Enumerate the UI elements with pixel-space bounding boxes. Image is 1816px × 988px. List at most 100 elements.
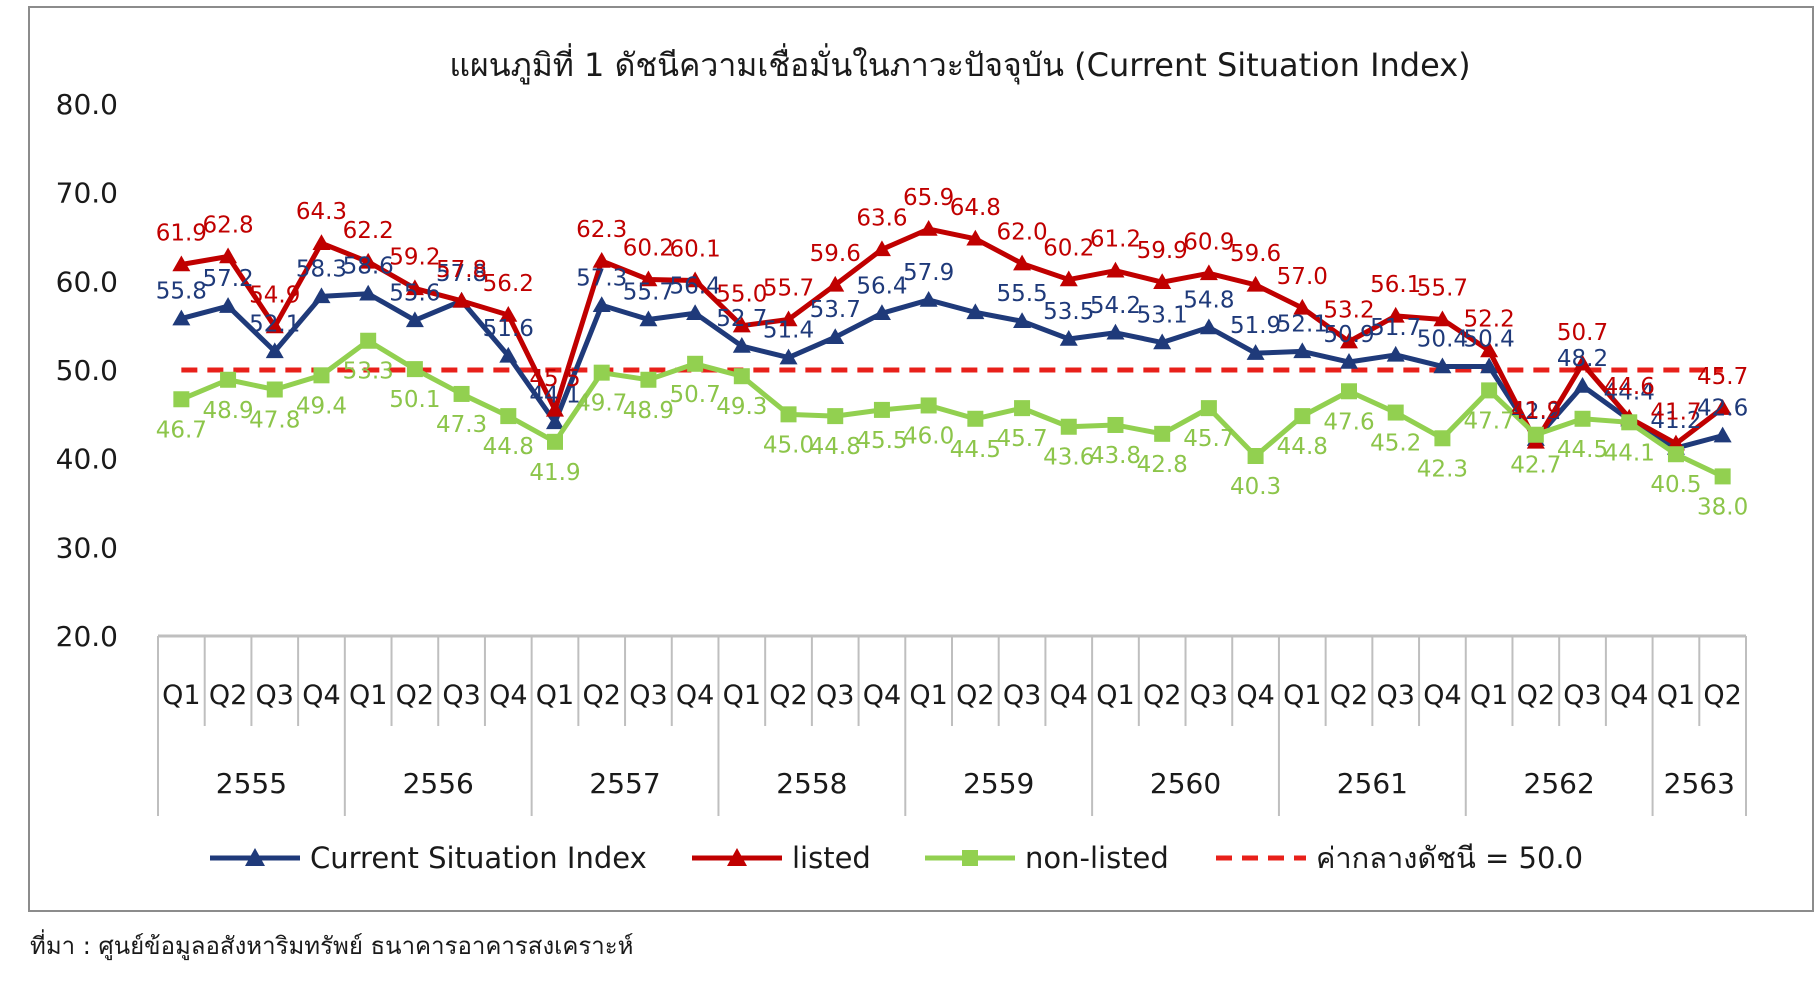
- x-quarter-label: Q4: [1610, 680, 1648, 711]
- data-point: [1013, 254, 1032, 271]
- data-point: [733, 368, 750, 385]
- legend-marker: [245, 848, 265, 866]
- data-label: 52.1: [249, 311, 300, 337]
- data-point: [1199, 318, 1218, 335]
- axes: 20.0 30.0 40.0 50.0 60.0 70.0 80.0 2555 2556 2557…: [56, 88, 1747, 816]
- data-label: 54.8: [1183, 287, 1234, 313]
- data-point: [546, 400, 564, 417]
- x-year-label: 2557: [589, 767, 660, 800]
- data-point: [826, 275, 845, 292]
- data-point: [312, 234, 331, 250]
- data-label: 43.8: [1090, 443, 1141, 469]
- data-label: 51.7: [1370, 315, 1421, 341]
- x-year-label: 2561: [1337, 767, 1408, 800]
- data-label: 56.2: [483, 271, 534, 297]
- data-point: [406, 361, 423, 378]
- data-point: [500, 408, 517, 425]
- data-label: 45.5: [856, 428, 907, 454]
- data-label: 47.8: [249, 408, 300, 434]
- data-point: [1574, 410, 1591, 427]
- data-label: 50.1: [389, 387, 440, 413]
- data-point: [1247, 448, 1264, 465]
- data-label: 57.8: [436, 257, 487, 283]
- data-label: 50.7: [670, 382, 721, 408]
- data-point: [1713, 399, 1732, 415]
- series-non-listed: [173, 332, 1731, 485]
- data-label: 44.4: [1604, 380, 1655, 406]
- x-quarter-label: Q1: [1657, 680, 1695, 711]
- data-label: 48.2: [1557, 346, 1608, 372]
- legend-label: non-listed: [1025, 841, 1169, 875]
- data-point: [1481, 382, 1498, 399]
- data-label: 59.9: [1137, 238, 1188, 264]
- data-point: [219, 297, 238, 313]
- data-point: [172, 309, 191, 326]
- data-label: 53.5: [1043, 299, 1094, 325]
- data-point: [1107, 416, 1124, 433]
- x-quarter-label: Q3: [256, 680, 294, 711]
- data-label: 56.4: [856, 273, 907, 299]
- data-point: [220, 371, 237, 388]
- data-point: [546, 413, 564, 430]
- data-label: 62.3: [576, 217, 627, 243]
- data-label: 48.9: [202, 398, 253, 424]
- data-label: 47.7: [1464, 408, 1515, 434]
- data-point: [872, 304, 891, 321]
- data-point: [1199, 264, 1218, 281]
- data-label: 49.4: [296, 393, 347, 419]
- x-quarter-label: Q4: [302, 680, 340, 711]
- data-point: [732, 316, 751, 333]
- x-year-label: 2560: [1150, 767, 1221, 800]
- data-label: 52.7: [716, 306, 767, 332]
- y-tick-label: 50.0: [56, 354, 118, 387]
- data-label: 44.8: [810, 434, 861, 460]
- data-point: [966, 229, 985, 246]
- source-note: ที่มา : ศูนย์ข้อมูลอสังหาริมทรัพย์ ธนาคา…: [30, 932, 634, 960]
- x-quarter-label: Q2: [1703, 680, 1741, 711]
- data-label: 43.6: [1043, 445, 1094, 471]
- data-label: 49.7: [576, 391, 627, 417]
- x-quarter-label: Q3: [1563, 680, 1601, 711]
- data-label: 44.1: [529, 382, 580, 408]
- data-label: 60.1: [670, 236, 721, 262]
- data-label: 52.1: [1277, 311, 1328, 337]
- data-point: [359, 252, 378, 269]
- data-point: [1667, 446, 1684, 463]
- data-point: [779, 310, 798, 327]
- data-point: [1434, 430, 1451, 447]
- data-point: [1059, 270, 1078, 287]
- x-quarter-label: Q3: [816, 680, 854, 711]
- data-label: 54.2: [1090, 293, 1141, 319]
- data-label: 55.7: [623, 279, 674, 305]
- data-point: [827, 408, 844, 425]
- data-point: [499, 306, 518, 322]
- data-point: [1713, 426, 1732, 443]
- data-point: [1340, 353, 1358, 369]
- data-label: 50.4: [1417, 326, 1468, 352]
- data-point: [360, 332, 377, 349]
- data-point: [920, 397, 937, 414]
- data-point: [313, 367, 330, 384]
- data-point: [359, 284, 378, 301]
- data-point: [919, 290, 938, 307]
- data-point: [547, 433, 563, 450]
- y-tick-label: 80.0: [56, 88, 118, 121]
- x-quarter-label: Q2: [1330, 680, 1368, 711]
- data-label: 50.9: [1323, 322, 1374, 348]
- data-label: 55.5: [996, 281, 1047, 307]
- x-quarter-label: Q4: [676, 680, 714, 711]
- data-label: 47.6: [1323, 409, 1374, 435]
- x-quarter-label: Q2: [396, 680, 434, 711]
- legend-item: ค่ากลางดัชนี = 50.0: [1216, 841, 1583, 875]
- x-quarter-label: Q1: [162, 680, 200, 711]
- data-label: 38.0: [1697, 494, 1748, 520]
- data-label: 46.0: [903, 423, 954, 449]
- data-label: 60.2: [623, 236, 674, 262]
- data-point: [1341, 383, 1357, 400]
- data-point: [405, 279, 424, 296]
- data-label: 59.6: [1230, 241, 1281, 267]
- y-tick-label: 60.0: [56, 265, 118, 298]
- data-label: 49.3: [716, 394, 767, 420]
- data-label: 63.6: [856, 205, 907, 231]
- data-point: [1153, 273, 1172, 289]
